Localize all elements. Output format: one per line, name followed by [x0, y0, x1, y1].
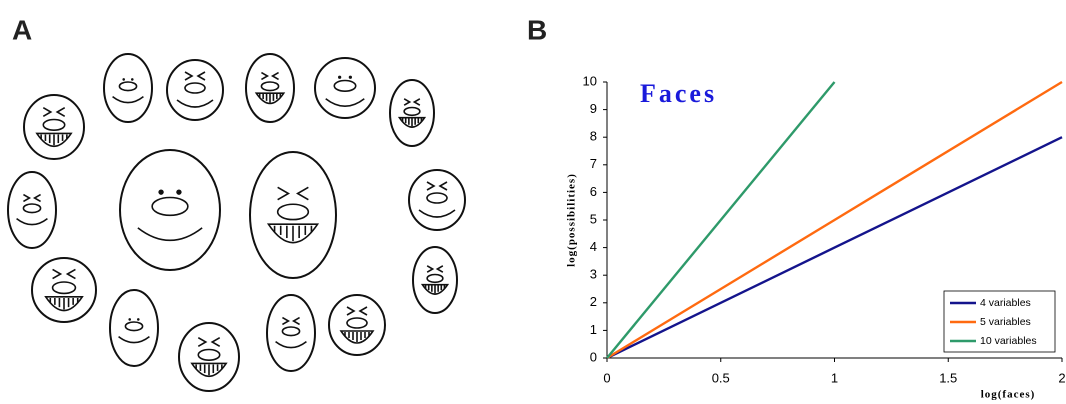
- figure: A B 0 1 2 3 4 5 6 7 8 9 10 0 0.5 1 1.5 2 Faces log(faces)…: [0, 0, 1066, 404]
- face-outline: [104, 54, 152, 122]
- eye: [128, 318, 131, 321]
- face: [390, 80, 434, 146]
- face: [267, 295, 315, 371]
- eye: [176, 189, 181, 194]
- eye: [122, 78, 125, 81]
- face-outline: [409, 170, 465, 230]
- y-tick-label: 1: [590, 322, 597, 337]
- face-outline: [315, 58, 375, 118]
- chart: 0 1 2 3 4 5 6 7 8 9 10 0 0.5 1 1.5 2 Faces log(faces) log(…: [566, 73, 1066, 400]
- y-tick-label: 0: [590, 349, 597, 364]
- face: [315, 58, 375, 118]
- legend-label: 5 variables: [980, 316, 1031, 328]
- face-outline: [179, 323, 239, 391]
- panel-label: A: [12, 14, 32, 45]
- panel-label: B: [527, 14, 547, 45]
- face: [104, 54, 152, 122]
- legend-label: 4 variables: [980, 297, 1031, 309]
- y-tick-label: 5: [590, 211, 597, 226]
- face: [110, 290, 158, 366]
- eye: [137, 318, 140, 321]
- y-tick-label: 4: [590, 239, 597, 254]
- x-tick-label: 0.5: [712, 370, 730, 385]
- face: [250, 152, 336, 278]
- face: [120, 150, 220, 270]
- face: [179, 323, 239, 391]
- face-outline: [120, 150, 220, 270]
- face: [409, 170, 465, 230]
- face-outline: [329, 295, 385, 355]
- x-tick-label: 2: [1058, 370, 1065, 385]
- face-outline: [110, 290, 158, 366]
- face: [32, 258, 96, 322]
- x-tick-label: 0: [603, 370, 610, 385]
- eye: [158, 189, 163, 194]
- y-tick-label: 9: [590, 101, 597, 116]
- y-tick-label: 2: [590, 294, 597, 309]
- eye: [131, 78, 134, 81]
- face: [8, 172, 56, 248]
- eye: [338, 76, 341, 79]
- x-tick-label: 1: [831, 370, 838, 385]
- y-tick-label: 6: [590, 184, 597, 199]
- face-outline: [8, 172, 56, 248]
- faces-illustration: [8, 54, 465, 391]
- face-outline: [250, 152, 336, 278]
- y-tick-label: 3: [590, 267, 597, 282]
- legend-label: 10 variables: [980, 335, 1037, 347]
- legend: 4 variables 5 variables 10 variables: [944, 291, 1055, 352]
- face-outline: [246, 54, 294, 122]
- y-tick-label: 10: [583, 73, 597, 88]
- chart-title: Faces: [640, 79, 717, 108]
- face: [246, 54, 294, 122]
- x-tick-label: 1.5: [939, 370, 957, 385]
- face: [413, 247, 457, 313]
- face: [24, 95, 84, 159]
- face-outline: [167, 60, 223, 120]
- series-line: [607, 82, 835, 358]
- face-outline: [390, 80, 434, 146]
- face-outline: [413, 247, 457, 313]
- y-axis-title: log(possibilities): [566, 173, 578, 267]
- y-tick-label: 7: [590, 156, 597, 171]
- face-outline: [267, 295, 315, 371]
- face: [329, 295, 385, 355]
- face-outline: [24, 95, 84, 159]
- face-outline: [32, 258, 96, 322]
- x-axis-title: log(faces): [981, 389, 1036, 401]
- y-tick-label: 8: [590, 129, 597, 144]
- face: [167, 60, 223, 120]
- eye: [349, 76, 352, 79]
